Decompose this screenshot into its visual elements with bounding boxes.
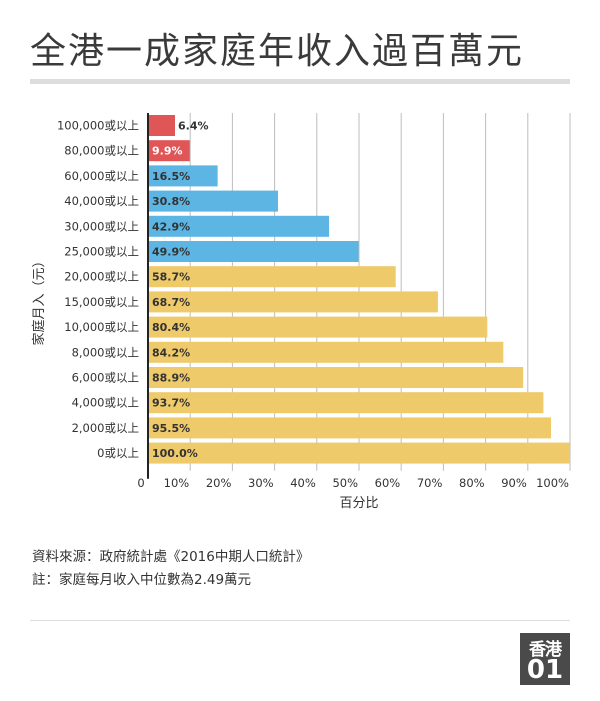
- bar-chart: 6.4% 9.9% 16.5% 30.8% 42.9% 49.9% 58.7% 68.7% 80…: [31, 113, 571, 511]
- x-tick-label: 30%: [248, 476, 274, 490]
- y-tick-label: 0或以上: [97, 446, 139, 460]
- x-tick-label: 100%: [536, 476, 569, 490]
- x-tick-label: 10%: [164, 476, 190, 490]
- hk01-logo: 香港 01: [520, 633, 570, 685]
- data-label: 93.7%: [152, 397, 190, 410]
- bar: [148, 165, 218, 187]
- x-axis-label: 百分比: [339, 496, 378, 511]
- y-tick-label: 100,000或以上: [57, 119, 139, 133]
- x-tick-label: 90%: [501, 476, 527, 490]
- logo-number: 01: [526, 655, 564, 685]
- bar: [148, 316, 488, 338]
- bar: [148, 140, 190, 162]
- data-label: 58.7%: [152, 271, 190, 284]
- data-label: 6.4%: [178, 120, 209, 133]
- data-label: 68.7%: [152, 296, 190, 309]
- y-tick-label: 4,000或以上: [72, 396, 139, 410]
- footer-divider: [30, 620, 570, 621]
- y-tick-label: 80,000或以上: [64, 144, 139, 158]
- bar: [148, 115, 176, 136]
- data-label: 100.0%: [152, 447, 198, 460]
- y-tick-label: 8,000或以上: [72, 345, 139, 359]
- bars: 6.4% 9.9% 16.5% 30.8% 42.9% 49.9% 58.7% 68.7% 80…: [148, 115, 570, 464]
- data-label: 30.8%: [152, 195, 190, 208]
- data-label: 80.4%: [152, 321, 190, 334]
- y-tick-labels: 100,000或以上 80,000或以上 60,000或以上 40,000或以上 30,…: [57, 119, 139, 461]
- y-tick-label: 15,000或以上: [64, 295, 139, 309]
- bar: [148, 241, 359, 262]
- y-tick-label: 2,000或以上: [72, 421, 139, 435]
- x-tick-label: 40%: [290, 476, 316, 490]
- data-label: 88.9%: [152, 372, 190, 385]
- bar: [148, 442, 570, 464]
- x-tick-label: 60%: [375, 476, 401, 490]
- y-axis-label: 家庭月入（元）: [31, 254, 47, 345]
- page-title: 全港一成家庭年收入過百萬元: [30, 31, 525, 72]
- bar: [148, 291, 438, 313]
- data-label: 49.9%: [152, 246, 190, 259]
- y-tick-label: 60,000或以上: [64, 169, 139, 183]
- x-tick-labels: 0 10% 20% 30% 40% 50% 60% 70% 80% 90% 100%: [137, 476, 569, 490]
- data-label: 84.2%: [152, 346, 190, 359]
- data-label: 95.5%: [152, 422, 190, 435]
- bar: [148, 417, 552, 439]
- y-tick-label: 40,000或以上: [64, 194, 139, 208]
- y-tick-label: 20,000或以上: [64, 270, 139, 284]
- bar: [148, 341, 504, 363]
- data-label: 9.9%: [152, 145, 183, 158]
- x-tick-label: 20%: [206, 476, 232, 490]
- title-divider: [30, 79, 570, 84]
- median-note: 註：家庭每月收入中位數為2.49萬元: [32, 572, 252, 588]
- logo-text: 香港: [529, 640, 562, 660]
- y-tick-label: 6,000或以上: [72, 371, 139, 385]
- x-tick-label: 0: [137, 476, 144, 490]
- y-tick-label: 30,000或以上: [64, 219, 139, 233]
- data-label: 42.9%: [152, 220, 190, 233]
- bar: [148, 367, 524, 388]
- source-note: 資料來源：政府統計處《2016中期人口統計》: [32, 549, 310, 565]
- x-tick-label: 80%: [459, 476, 485, 490]
- y-tick-label: 25,000或以上: [64, 245, 139, 259]
- x-tick-label: 50%: [332, 476, 358, 490]
- bar: [148, 392, 544, 414]
- bar: [148, 215, 330, 237]
- bar: [148, 190, 278, 212]
- x-tick-label: 70%: [417, 476, 443, 490]
- data-label: 16.5%: [152, 170, 190, 183]
- bar: [148, 266, 396, 288]
- y-tick-label: 10,000或以上: [64, 320, 139, 334]
